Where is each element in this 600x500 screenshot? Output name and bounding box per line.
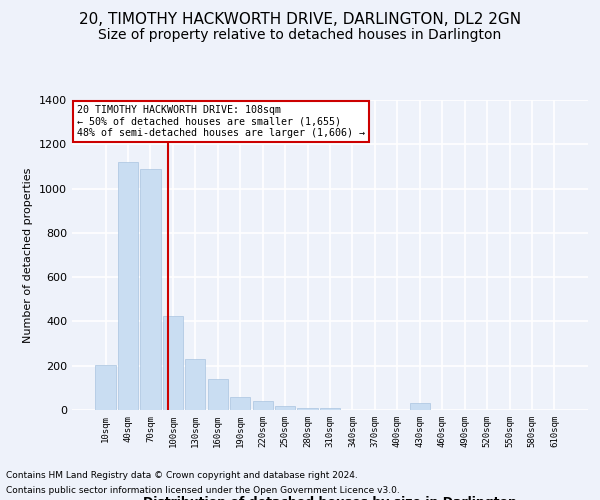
X-axis label: Distribution of detached houses by size in Darlington: Distribution of detached houses by size … (143, 496, 517, 500)
Bar (253, 400, 273, 410)
Text: Contains public sector information licensed under the Open Government Licence v3: Contains public sector information licen… (6, 486, 400, 495)
Bar (95, 364, 116, 410)
Bar (275, 406, 295, 410)
Y-axis label: Number of detached properties: Number of detached properties (23, 168, 34, 342)
Bar (410, 404, 430, 410)
Text: Contains HM Land Registry data © Crown copyright and database right 2024.: Contains HM Land Registry data © Crown c… (6, 471, 358, 480)
Text: 20, TIMOTHY HACKWORTH DRIVE, DARLINGTON, DL2 2GN: 20, TIMOTHY HACKWORTH DRIVE, DARLINGTON,… (79, 12, 521, 28)
Bar (118, 162, 138, 410)
Bar (320, 408, 340, 410)
Bar (208, 379, 228, 410)
Bar (230, 396, 250, 410)
Bar (140, 168, 161, 410)
Text: 20 TIMOTHY HACKWORTH DRIVE: 108sqm
← 50% of detached houses are smaller (1,655)
: 20 TIMOTHY HACKWORTH DRIVE: 108sqm ← 50%… (77, 104, 365, 138)
Bar (185, 359, 205, 410)
Text: Size of property relative to detached houses in Darlington: Size of property relative to detached ho… (98, 28, 502, 42)
Bar (163, 316, 183, 410)
Bar (298, 408, 317, 410)
